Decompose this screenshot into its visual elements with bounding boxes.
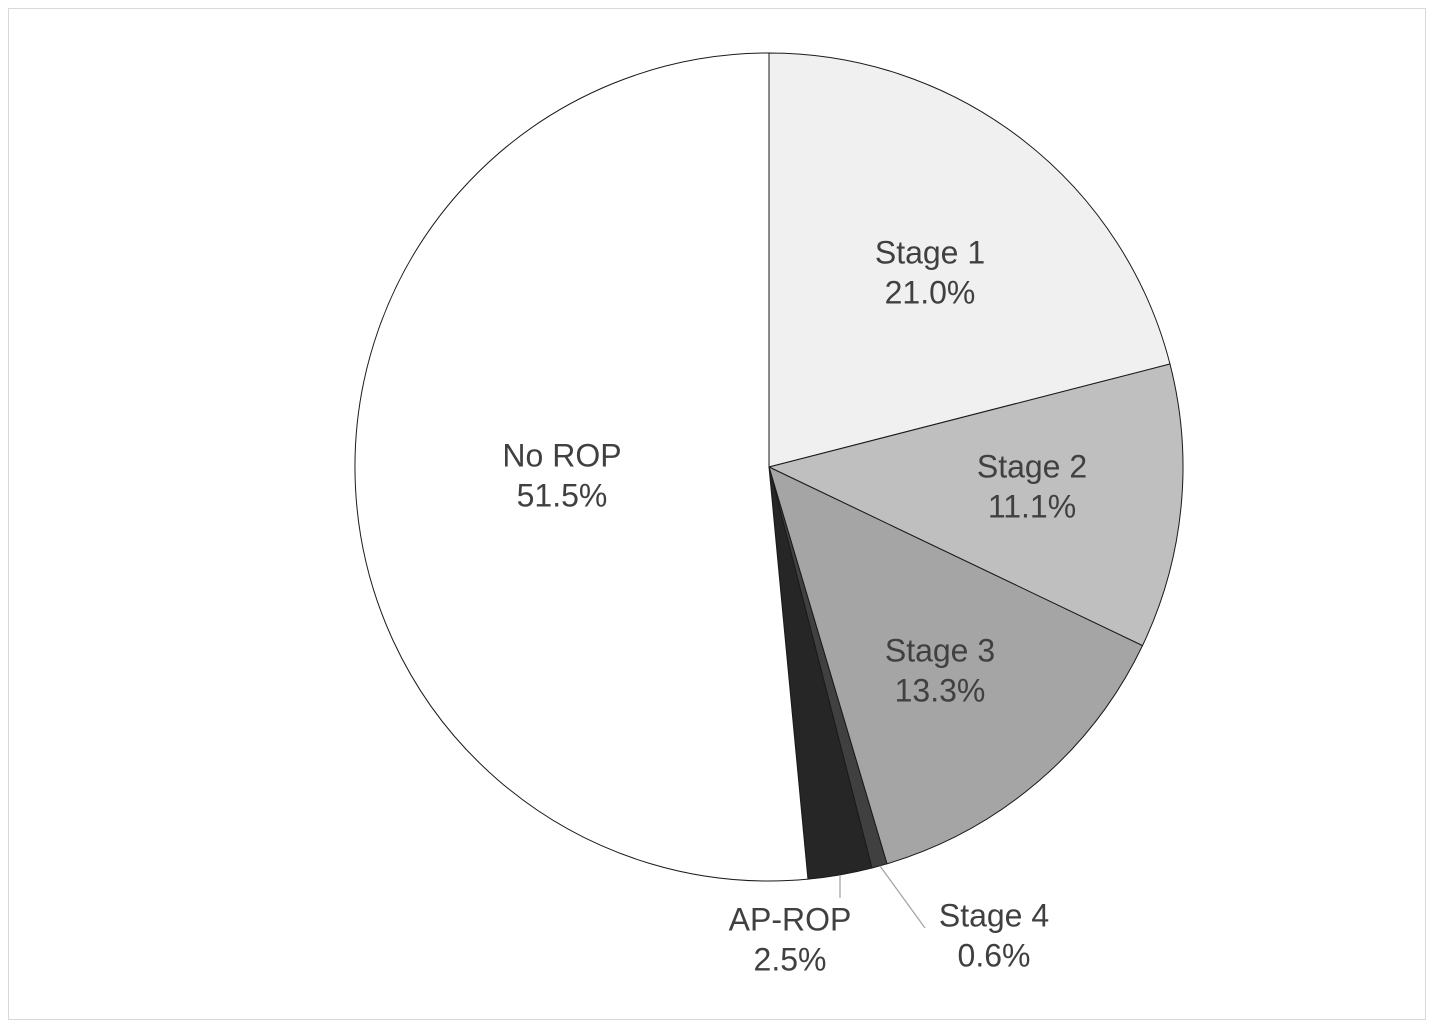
slice-category-label: Stage 2: [977, 448, 1087, 484]
slice-percentage-label: 11.1%: [988, 488, 1076, 524]
pie-slice-stage-3: [768, 466, 1144, 865]
slice-percentage-label: 0.6%: [958, 937, 1031, 973]
leader-line-stage-4: [879, 865, 926, 929]
pie-slices: [354, 52, 1184, 882]
data-labels: Stage 1 21.0% Stage 2 11.1% Stage 3 13.3% Stag…: [502, 234, 1087, 977]
slice-percentage-label: 13.3%: [895, 672, 986, 708]
pie-slice-no-rop: [354, 52, 809, 882]
leader-lines: [839, 865, 926, 929]
slice-category-label: AP-ROP: [729, 901, 852, 937]
slice-category-label: No ROP: [502, 437, 621, 473]
slice-percentage-label: 51.5%: [517, 477, 608, 513]
slice-category-label: Stage 3: [885, 632, 995, 668]
pie-slice-stage-2: [767, 363, 1184, 647]
slice-percentage-label: 2.5%: [754, 941, 827, 977]
slice-percentage-label: 21.0%: [885, 274, 976, 310]
pie-slice-stage-1: [768, 52, 1171, 468]
slice-category-label: Stage 1: [875, 234, 985, 270]
slice-category-label: Stage 4: [939, 897, 1049, 933]
